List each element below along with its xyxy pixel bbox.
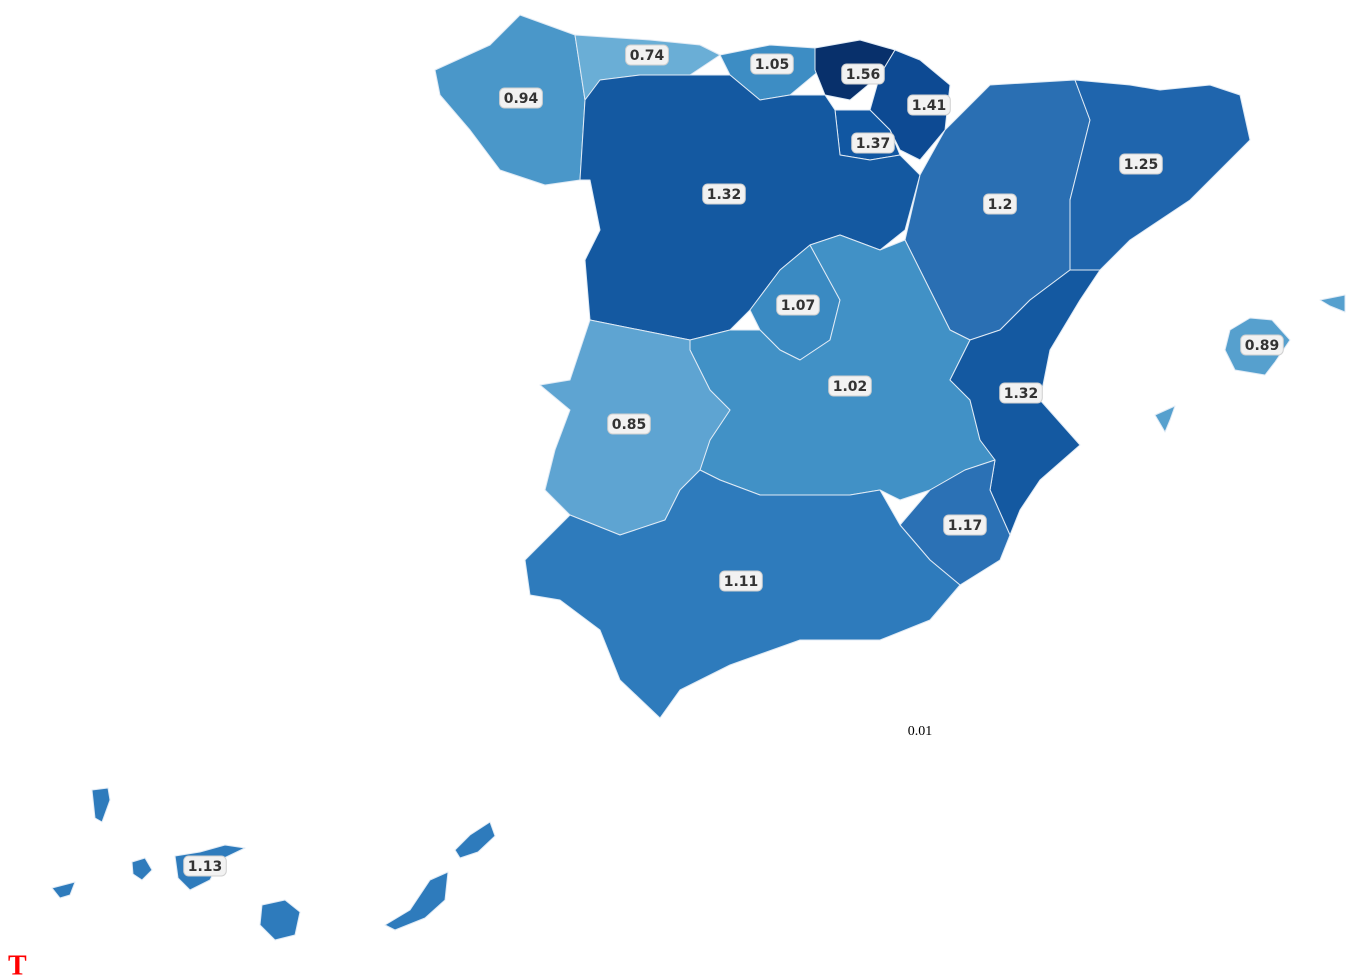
value-label: 1.2 xyxy=(988,197,1013,213)
region xyxy=(51,787,496,941)
corner-text: T xyxy=(8,950,27,980)
region xyxy=(1069,79,1251,271)
annotation: 0.01 xyxy=(908,724,933,739)
label-background xyxy=(719,570,763,592)
value-label: 0.94 xyxy=(504,91,539,107)
value-label: 1.13 xyxy=(188,859,223,875)
label-background xyxy=(1240,334,1284,356)
value-label: 0.85 xyxy=(612,417,647,433)
label-background xyxy=(851,132,895,154)
value-label: 1.11 xyxy=(724,574,759,590)
value-label: 1.32 xyxy=(707,187,742,203)
value-label: 1.32 xyxy=(1004,386,1039,402)
value-labels: 0.94 0.74 1.05 1.56 1.41 1.37 1.32 1.2 1.25 1.07 1… xyxy=(183,44,1284,877)
region xyxy=(579,74,921,341)
label-background xyxy=(607,413,651,435)
value-label: 1.25 xyxy=(1124,157,1159,173)
label-background xyxy=(183,855,227,877)
value-label: 1.37 xyxy=(856,136,891,152)
value-label: 1.02 xyxy=(833,379,868,395)
value-label: 1.56 xyxy=(846,67,881,83)
label-background xyxy=(1119,153,1163,175)
label-background xyxy=(702,183,746,205)
label-background xyxy=(776,294,820,316)
label-background xyxy=(983,193,1017,215)
label-background xyxy=(625,44,669,66)
label-background xyxy=(943,514,987,536)
value-label: 1.05 xyxy=(755,57,790,73)
value-label: 0.89 xyxy=(1245,338,1280,354)
label-background xyxy=(999,382,1043,404)
label-background xyxy=(750,53,794,75)
region xyxy=(1154,294,1346,433)
label-background xyxy=(907,94,951,116)
region xyxy=(524,469,961,719)
label-background xyxy=(828,375,872,397)
value-label: 0.74 xyxy=(630,48,665,64)
label-background xyxy=(499,87,543,109)
value-label: 1.17 xyxy=(948,518,983,534)
label-background xyxy=(841,63,885,85)
value-label: 1.07 xyxy=(781,298,816,314)
value-label: 1.41 xyxy=(912,98,947,114)
